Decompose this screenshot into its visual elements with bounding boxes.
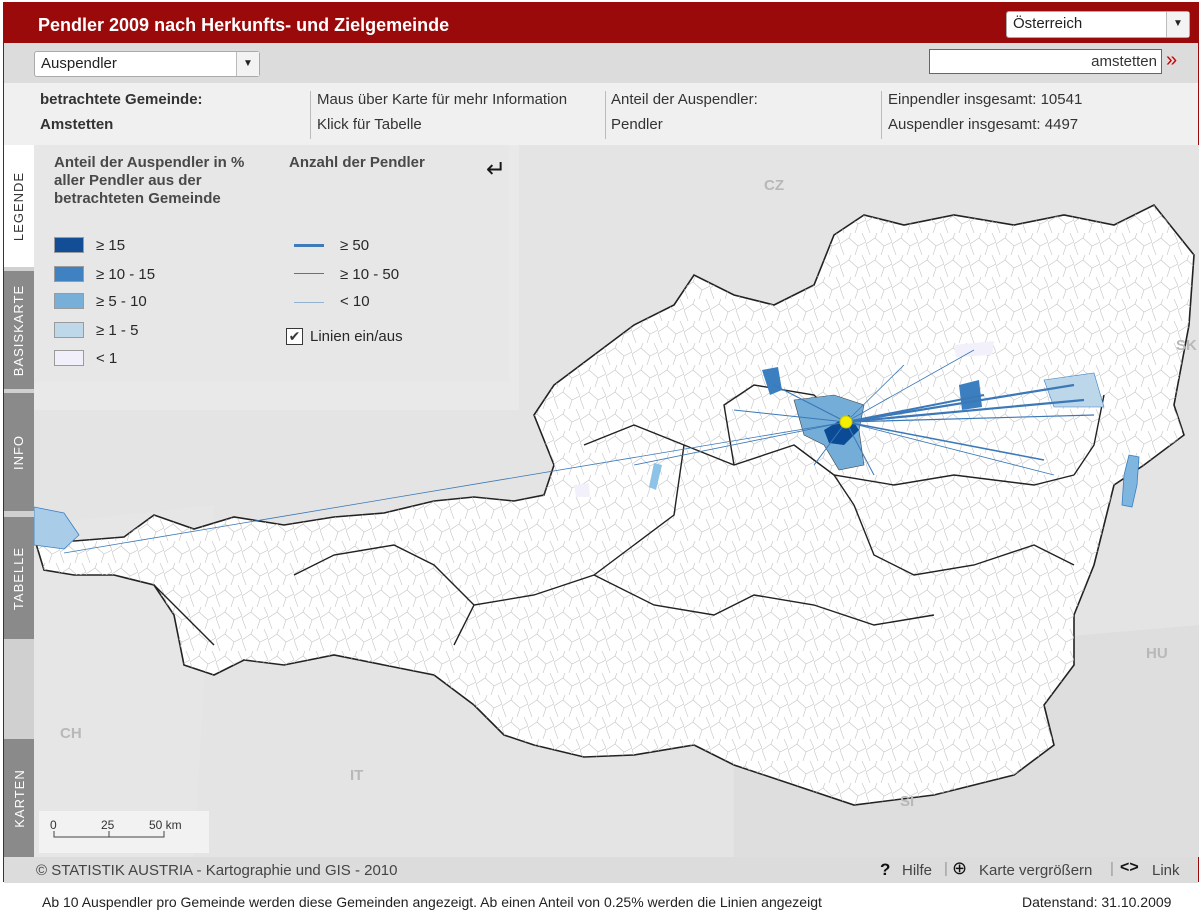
bottom-note: Ab 10 Auspendler pro Gemeinde werden die… [42,894,822,910]
legend-share-label: < 1 [96,350,118,367]
legend-share-label: ≥ 15 [96,237,126,254]
region-select[interactable]: Österreich ▼ [1006,11,1190,38]
legend-share-label: ≥ 5 - 10 [96,293,147,310]
chevron-down-icon[interactable]: ▼ [1166,12,1189,37]
tab-legende[interactable]: LEGENDE [4,145,34,267]
tab-tabelle[interactable]: TABELLE [4,517,34,639]
toolbar: Auspendler ▼ amstetten » [4,43,1198,83]
scale-tick-25: 25 [101,818,115,832]
gemeinde-name: Amstetten [40,116,114,133]
auspendler-total: Auspendler insgesamt: 4497 [888,116,1079,133]
lines-toggle-checkbox[interactable]: ✔ [286,328,303,345]
zoom-link[interactable]: Karte vergrößern [979,862,1093,879]
legend-share-label: ≥ 10 - 15 [96,266,156,283]
return-arrow-icon[interactable]: ↵ [486,156,507,183]
legend-swatch [54,237,84,253]
chevron-down-icon[interactable]: ▼ [236,52,259,76]
click-hint: Klick für Tabelle [317,116,422,133]
map-svg [34,203,1199,857]
legend-swatch [54,293,84,309]
legend-line-label: ≥ 50 [340,237,370,254]
tab-basiskarte[interactable]: BASISKARTE [4,271,34,389]
help-link[interactable]: Hilfe [902,862,933,879]
scale-bar: 0 25 50 km [39,811,209,853]
legend-share-label: ≥ 1 - 5 [96,322,139,339]
country-label-hu: HU [1146,645,1168,662]
data-date: Datenstand: 31.10.2009 [1022,894,1172,910]
zoom-in-icon[interactable]: ⊕ [952,858,968,878]
commuter-lines [63,349,1095,554]
region-select-value: Österreich [1013,15,1083,32]
app-frame: Pendler 2009 nach Herkunfts- und Zielgem… [3,2,1199,883]
scale-tick-50: 50 km [149,818,182,832]
legend-line-medium [294,273,324,274]
lines-toggle-label[interactable]: Linien ein/aus [310,328,403,345]
page-title: Pendler 2009 nach Herkunfts- und Zielgem… [38,15,450,35]
country-label-it: IT [350,767,364,784]
legend-line-thick [294,244,324,247]
side-tabs: LEGENDE BASISKARTE INFO TABELLE KARTEN [4,145,34,857]
country-label-ch: CH [60,725,82,742]
legend-share-title-3: betrachteten Gemeinde [54,190,221,207]
copyright: © STATISTIK AUSTRIA - Kartographie und G… [36,862,398,879]
search-input[interactable]: amstetten [929,49,1162,74]
legend-line-thin [294,302,324,303]
legend-line-label: ≥ 10 - 50 [340,266,400,283]
legend-panel: Anteil der Auspendler in % aller Pendler… [34,145,519,410]
einpendler-total: Einpendler insgesamt: 10541 [888,91,1083,108]
help-icon[interactable]: ? [880,860,891,879]
legend-share-title-2: aller Pendler aus der [54,172,202,189]
footer-bar: © STATISTIK AUSTRIA - Kartographie und G… [4,857,1198,883]
legend-line-label: < 10 [340,293,370,310]
divider: | [944,860,948,877]
info-bar: betrachtete Gemeinde: Amstetten Maus übe… [4,83,1198,146]
link-link[interactable]: Link [1152,862,1180,879]
legend-swatch [54,350,84,366]
search-go-button[interactable]: » [1166,49,1178,71]
anteil-label: Anteil der Auspendler: [611,91,758,108]
country-label-si: SI [900,793,915,810]
tab-info[interactable]: INFO [4,393,34,511]
map-canvas[interactable]: CZ SK HU SI IT CH Anteil der Auspendler … [34,145,1199,857]
mode-select-value: Auspendler [41,55,117,72]
tab-karten[interactable]: KARTEN [4,739,34,857]
legend-share-title: Anteil der Auspendler in % [54,154,245,171]
country-label-sk: SK [1176,337,1197,354]
mode-select[interactable]: Auspendler ▼ [34,51,260,77]
divider: | [1110,860,1114,877]
gemeinde-label: betrachtete Gemeinde: [40,91,203,108]
divider [605,91,606,139]
title-bar: Pendler 2009 nach Herkunfts- und Zielgem… [4,3,1198,43]
country-label-cz: CZ [764,177,784,194]
anteil-value: Pendler [611,116,663,133]
divider [310,91,311,139]
scale-tick-0: 0 [50,818,57,832]
code-link-icon[interactable]: <> [1120,859,1139,876]
legend-count-title: Anzahl der Pendler [289,154,425,171]
legend-swatch [54,266,84,282]
divider [881,91,882,139]
legend-swatch [54,322,84,338]
hover-hint: Maus über Karte für mehr Information [317,91,568,108]
origin-marker [839,415,853,429]
